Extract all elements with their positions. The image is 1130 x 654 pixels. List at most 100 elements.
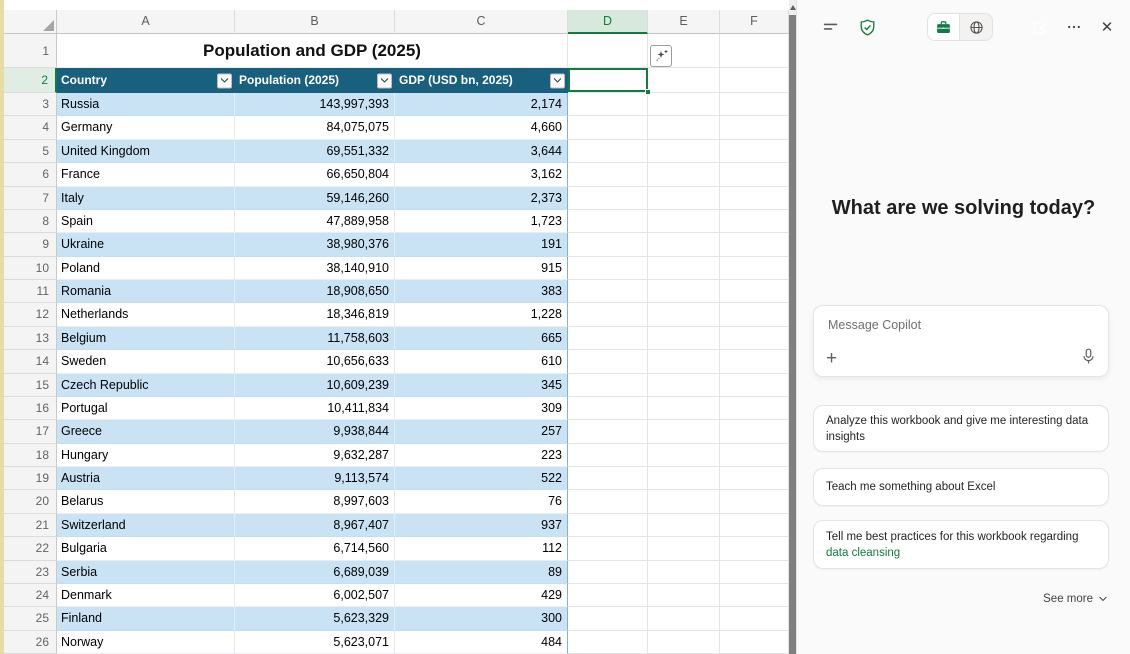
row-header[interactable]: 26 — [4, 630, 57, 654]
population-cell[interactable]: 6,002,507 — [235, 583, 395, 608]
population-cell[interactable]: 9,113,574 — [235, 467, 395, 491]
population-cell[interactable]: 59,146,260 — [235, 186, 395, 210]
country-cell[interactable]: Finland — [57, 607, 235, 631]
empty-cell-d[interactable] — [568, 490, 648, 514]
data-protection-button[interactable] — [853, 13, 881, 41]
empty-cell-e[interactable] — [648, 186, 720, 210]
empty-cell-f[interactable] — [720, 583, 789, 608]
country-cell[interactable]: Bulgaria — [57, 537, 235, 561]
gdp-cell[interactable]: 383 — [395, 280, 568, 304]
empty-cell-e[interactable] — [648, 607, 720, 631]
population-cell[interactable]: 10,609,239 — [235, 373, 395, 397]
column-header-c[interactable]: C — [395, 10, 568, 34]
gdp-cell[interactable]: 665 — [395, 326, 568, 351]
empty-cell-f[interactable] — [720, 350, 789, 374]
country-cell[interactable]: Austria — [57, 467, 235, 491]
country-cell[interactable]: Switzerland — [57, 513, 235, 538]
country-cell[interactable]: Germany — [57, 116, 235, 140]
empty-cell-d[interactable] — [568, 420, 648, 444]
country-cell[interactable]: Belarus — [57, 490, 235, 514]
filter-dropdown-country[interactable] — [217, 73, 232, 88]
gdp-cell[interactable]: 300 — [395, 607, 568, 631]
empty-cell-d[interactable] — [568, 467, 648, 491]
row-header[interactable]: 24 — [4, 583, 57, 608]
vertical-scrollbar[interactable] — [789, 0, 796, 654]
empty-cell-f[interactable] — [720, 116, 789, 140]
empty-cell-d[interactable] — [568, 93, 648, 117]
country-cell[interactable]: Ukraine — [57, 233, 235, 257]
empty-cell-e[interactable] — [648, 443, 720, 467]
population-cell[interactable]: 10,411,834 — [235, 396, 395, 421]
cell-f2[interactable] — [720, 68, 789, 93]
empty-cell-f[interactable] — [720, 93, 789, 117]
suggestion-teach-excel[interactable]: Teach me something about Excel — [813, 468, 1109, 506]
table-header-country[interactable]: Country — [57, 68, 235, 93]
empty-cell-d[interactable] — [568, 607, 648, 631]
country-cell[interactable]: United Kingdom — [57, 139, 235, 164]
column-header-a[interactable]: A — [57, 10, 235, 34]
message-input-card[interactable]: Message Copilot + — [813, 305, 1109, 377]
empty-cell-f[interactable] — [720, 163, 789, 187]
empty-cell-d[interactable] — [568, 630, 648, 654]
population-cell[interactable]: 66,650,804 — [235, 163, 395, 187]
empty-cell-e[interactable] — [648, 93, 720, 117]
suggestion-best-practices[interactable]: Tell me best practices for this workbook… — [813, 520, 1109, 569]
empty-cell-f[interactable] — [720, 186, 789, 210]
row-header-1[interactable]: 1 — [4, 34, 57, 68]
population-cell[interactable]: 84,075,075 — [235, 116, 395, 140]
scrollbar-thumb[interactable] — [789, 15, 796, 654]
gdp-cell[interactable]: 89 — [395, 560, 568, 584]
row-header[interactable]: 7 — [4, 186, 57, 210]
empty-cell-f[interactable] — [720, 607, 789, 631]
row-header[interactable]: 8 — [4, 209, 57, 234]
population-cell[interactable]: 8,997,603 — [235, 490, 395, 514]
country-cell[interactable]: Portugal — [57, 396, 235, 421]
gdp-cell[interactable]: 610 — [395, 350, 568, 374]
gdp-cell[interactable]: 522 — [395, 467, 568, 491]
empty-cell-d[interactable] — [568, 186, 648, 210]
population-cell[interactable]: 8,967,407 — [235, 513, 395, 538]
empty-cell-e[interactable] — [648, 303, 720, 327]
empty-cell-e[interactable] — [648, 396, 720, 421]
empty-cell-e[interactable] — [648, 139, 720, 164]
row-header[interactable]: 23 — [4, 560, 57, 584]
row-header[interactable]: 19 — [4, 467, 57, 491]
empty-cell-e[interactable] — [648, 209, 720, 234]
gdp-cell[interactable]: 937 — [395, 513, 568, 538]
population-cell[interactable]: 47,889,958 — [235, 209, 395, 234]
population-cell[interactable]: 18,346,819 — [235, 303, 395, 327]
empty-cell-d[interactable] — [568, 209, 648, 234]
row-header[interactable]: 14 — [4, 350, 57, 374]
row-header-2-selected[interactable]: 2 — [4, 68, 57, 93]
work-mode-toggle[interactable] — [928, 14, 960, 40]
empty-cell-f[interactable] — [720, 233, 789, 257]
row-header[interactable]: 10 — [4, 256, 57, 280]
selected-cell-d2[interactable] — [568, 68, 651, 95]
empty-cell-e[interactable] — [648, 280, 720, 304]
cell-d1[interactable] — [568, 34, 648, 68]
country-cell[interactable]: Romania — [57, 280, 235, 304]
empty-cell-f[interactable] — [720, 467, 789, 491]
gdp-cell[interactable]: 3,644 — [395, 139, 568, 164]
gdp-cell[interactable]: 4,660 — [395, 116, 568, 140]
empty-cell-e[interactable] — [648, 583, 720, 608]
chat-history-button[interactable] — [817, 13, 845, 41]
sheet-title-cell[interactable]: Population and GDP (2025) — [57, 34, 568, 68]
cell-e1[interactable] — [648, 34, 720, 68]
empty-cell-e[interactable] — [648, 163, 720, 187]
population-cell[interactable]: 11,758,603 — [235, 326, 395, 351]
filter-dropdown-population[interactable] — [377, 73, 392, 88]
column-header-d-selected[interactable]: D — [568, 10, 648, 34]
empty-cell-e[interactable] — [648, 490, 720, 514]
empty-cell-e[interactable] — [648, 373, 720, 397]
empty-cell-e[interactable] — [648, 233, 720, 257]
gdp-cell[interactable]: 223 — [395, 443, 568, 467]
empty-cell-e[interactable] — [648, 350, 720, 374]
gdp-cell[interactable]: 1,228 — [395, 303, 568, 327]
empty-cell-f[interactable] — [720, 537, 789, 561]
population-cell[interactable]: 38,140,910 — [235, 256, 395, 280]
gdp-cell[interactable]: 484 — [395, 630, 568, 654]
row-header[interactable]: 25 — [4, 607, 57, 631]
gdp-cell[interactable]: 309 — [395, 396, 568, 421]
cell-e2[interactable] — [648, 68, 720, 93]
